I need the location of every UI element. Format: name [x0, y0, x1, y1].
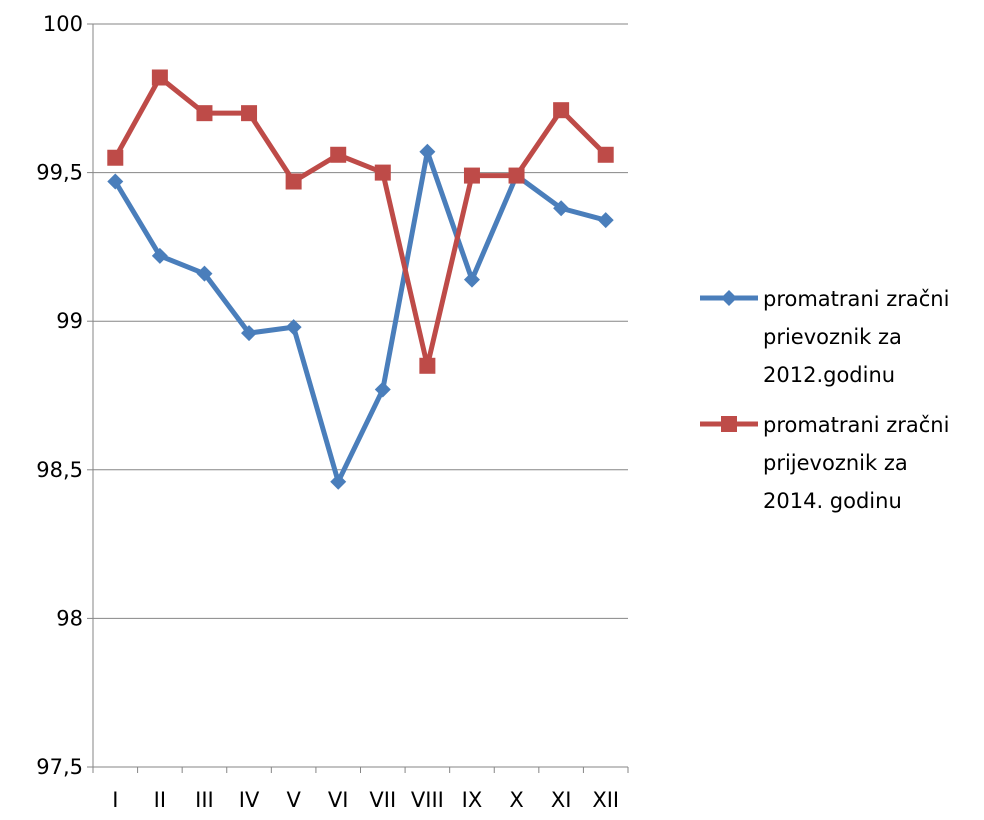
data-point — [374, 381, 391, 398]
y-tick-label: 97,5 — [36, 755, 83, 779]
y-tick-label: 98 — [56, 606, 83, 630]
series-2 — [107, 69, 614, 374]
x-tick-label: VI — [328, 788, 349, 812]
x-tick-label: III — [195, 788, 214, 812]
data-point — [419, 357, 436, 374]
legend-item-1: promatrani zračni prievoznik za 2012.godin… — [700, 287, 949, 387]
legend-label: prievoznik za — [763, 325, 902, 349]
data-point — [151, 247, 168, 264]
data-point — [330, 473, 347, 490]
y-tick-label: 100 — [43, 12, 83, 36]
legend: promatrani zračni prievoznik za 2012.godin… — [700, 287, 949, 513]
y-tick-label: 99,5 — [36, 161, 83, 185]
data-point — [196, 265, 213, 282]
x-tick-label: IX — [462, 788, 483, 812]
legend-item-2: promatrani zračni prijevoznik za 2014. god… — [700, 413, 949, 513]
data-point — [151, 69, 168, 86]
x-tick-label: XII — [592, 788, 619, 812]
series-line — [113, 74, 608, 369]
series-layer — [107, 69, 614, 490]
data-point — [553, 200, 570, 217]
y-tick-label: 98,5 — [36, 458, 83, 482]
x-tick-label: II — [154, 788, 166, 812]
axes — [87, 23, 629, 773]
data-point — [419, 143, 436, 160]
data-point — [241, 325, 258, 342]
data-point — [597, 212, 614, 229]
x-tick-label: X — [509, 788, 523, 812]
legend-label: promatrani zračni — [763, 287, 949, 311]
data-point — [196, 105, 213, 122]
legend-marker — [721, 290, 737, 306]
data-point — [285, 173, 302, 190]
y-tick-label: 99 — [56, 309, 83, 333]
legend-label: 2012.godinu — [763, 363, 895, 387]
x-tick-label: VII — [369, 788, 396, 812]
legend-label: prijevoznik za — [763, 451, 908, 475]
legend-marker — [721, 416, 737, 432]
legend-label: promatrani zračni — [763, 413, 949, 437]
data-point — [107, 173, 124, 190]
x-axis-ticks: I II III IV V VI VII VIII IX X XI XII — [112, 788, 619, 812]
data-point — [241, 105, 258, 122]
data-point — [508, 167, 525, 184]
x-tick-label: XI — [551, 788, 572, 812]
x-tick-label: I — [112, 788, 118, 812]
data-point — [107, 149, 124, 166]
x-tick-label: VIII — [411, 788, 444, 812]
data-point — [374, 164, 391, 181]
x-tick-label: IV — [239, 788, 260, 812]
legend-label: 2014. godinu — [763, 489, 902, 513]
data-point — [463, 271, 480, 288]
data-point — [330, 146, 347, 163]
series-line — [113, 149, 607, 485]
y-axis-ticks: 97,5 98 98,5 99 99,5 100 — [36, 12, 83, 779]
data-point — [597, 146, 614, 163]
series-1 — [107, 143, 614, 490]
data-point — [463, 167, 480, 184]
data-point — [553, 102, 570, 119]
x-tick-label: V — [286, 788, 301, 812]
data-point — [285, 319, 302, 336]
gridlines — [93, 23, 628, 619]
